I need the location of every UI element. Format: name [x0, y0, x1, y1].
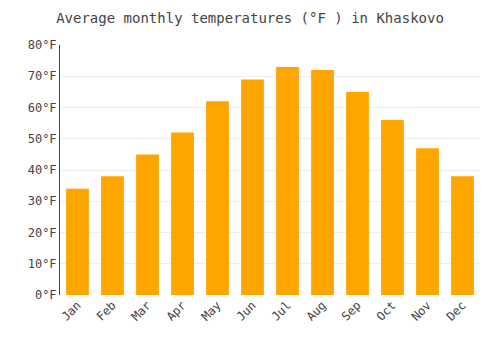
svg-text:30°F: 30°F — [28, 194, 57, 208]
svg-text:Oct: Oct — [374, 298, 399, 323]
svg-text:40°F: 40°F — [28, 163, 57, 177]
svg-text:10°F: 10°F — [28, 257, 57, 271]
svg-text:Sep: Sep — [339, 298, 364, 323]
svg-text:20°F: 20°F — [28, 226, 57, 240]
svg-text:Dec: Dec — [444, 298, 469, 323]
svg-text:0°F: 0°F — [35, 288, 57, 302]
svg-text:Mar: Mar — [129, 298, 154, 323]
svg-text:May: May — [199, 298, 224, 323]
svg-text:Apr: Apr — [164, 298, 189, 323]
svg-text:Jul: Jul — [269, 298, 294, 323]
svg-text:60°F: 60°F — [28, 101, 57, 115]
svg-text:80°F: 80°F — [28, 38, 57, 52]
svg-text:Jan: Jan — [59, 298, 84, 323]
svg-text:Nov: Nov — [409, 298, 434, 323]
svg-text:70°F: 70°F — [28, 69, 57, 83]
svg-text:Average monthly temperatures (: Average monthly temperatures (°F ) in Kh… — [56, 10, 444, 26]
svg-text:Feb: Feb — [94, 298, 119, 323]
svg-text:Jun: Jun — [234, 298, 259, 323]
svg-text:50°F: 50°F — [28, 132, 57, 146]
svg-text:Aug: Aug — [304, 298, 329, 323]
